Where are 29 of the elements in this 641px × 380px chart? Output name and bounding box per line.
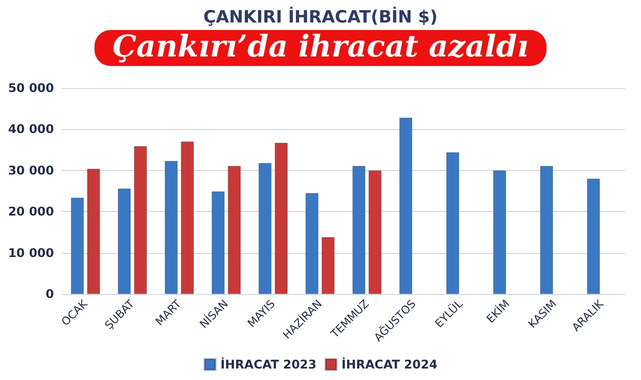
bar: [352, 166, 366, 294]
bar: [540, 166, 554, 294]
y-tick-label: 50 000: [8, 81, 54, 95]
bar: [368, 170, 382, 294]
bar: [212, 191, 225, 294]
y-tick-label: 10 000: [8, 246, 54, 260]
legend-label: İHRACAT 2023: [220, 356, 317, 372]
y-tick-label: 20 000: [8, 204, 54, 219]
bar: [446, 152, 460, 294]
chart-subtitle: ÇANKIRI İHRACAT(BİN $): [203, 6, 438, 28]
bar: [164, 160, 178, 294]
bar: [87, 168, 100, 294]
bar: [70, 198, 84, 294]
bar: [118, 188, 131, 294]
bar: [399, 118, 412, 294]
bar: [586, 178, 600, 294]
bar: [258, 162, 272, 294]
y-tick-label: 30 000: [8, 163, 54, 178]
y-tick-label: 0: [46, 287, 54, 301]
bar: [274, 142, 288, 294]
bar: [493, 170, 506, 294]
bar: [322, 237, 335, 294]
bar: [306, 193, 318, 294]
chart-title: Çankırı’da ihracat azaldı: [112, 30, 528, 64]
bar: [180, 142, 194, 294]
bar: [228, 166, 241, 294]
bar: [134, 146, 147, 294]
legend-label: İHRACAT 2024: [342, 356, 438, 372]
y-tick-label: 40 000: [8, 122, 54, 136]
